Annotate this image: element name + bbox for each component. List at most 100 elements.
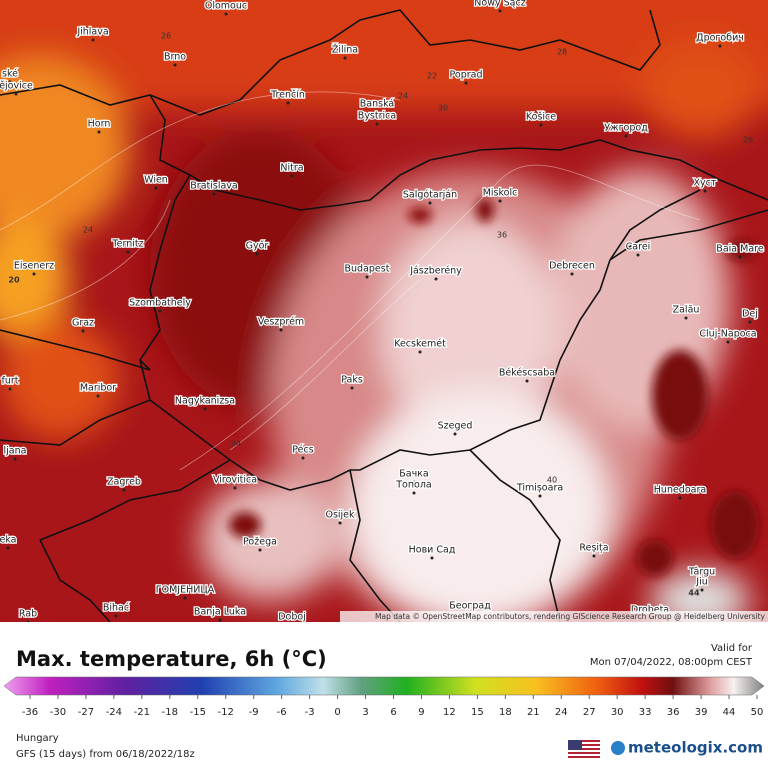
city-label: Eisenerz (14, 261, 54, 272)
city-dot (453, 432, 457, 436)
city-dot (114, 614, 118, 618)
colorbar-tick-label: 12 (443, 707, 456, 718)
city-dot (6, 546, 10, 550)
city-label: Bratislava (190, 181, 237, 192)
city-label: Žilina (332, 44, 358, 56)
city-dot (183, 596, 187, 600)
city-label: Poprad (450, 70, 483, 81)
city-label: Olomouc (205, 1, 247, 12)
city-label: Brno (164, 52, 186, 63)
contour-labels: 26 22 24 28 30 36 34 40 24 20 44 26 (8, 32, 753, 598)
colorbar-tick-label: 0 (334, 707, 340, 718)
city-dot (224, 12, 228, 16)
city-label: ljana (4, 446, 27, 457)
city-dot (624, 134, 628, 138)
attribution: Map data © OpenStreetMap contributors, r… (375, 612, 766, 621)
model: GFS (15 days) from 06/18/2022/18z (16, 749, 195, 760)
colorbar-tick-label: 27 (583, 707, 596, 718)
city-label: Rab (19, 609, 37, 620)
colorbar-tick-label: 21 (527, 707, 540, 718)
city-label: Ужгород (604, 123, 648, 134)
city-label: Banská (360, 99, 394, 110)
colorbar-tick-label: -3 (305, 707, 315, 718)
city-dot (91, 38, 95, 42)
city-dot (8, 387, 12, 391)
hot-spots (229, 198, 759, 576)
contour-label: 28 (557, 48, 567, 57)
city-label: Győr (246, 241, 269, 252)
city-label: Jiu (695, 577, 707, 588)
city-label: Košice (526, 112, 556, 123)
title: Max. temperature, 6h (°C) (16, 647, 327, 671)
city-label: Дрогобич (696, 33, 744, 44)
city-dot (636, 253, 640, 257)
city-dot (122, 488, 126, 492)
city-dot (32, 272, 36, 276)
colorbar-tick-label: -6 (277, 707, 287, 718)
city-dot (96, 394, 100, 398)
city-dot (375, 110, 379, 114)
logo (611, 741, 625, 755)
colorbar-tick-label: 44 (723, 707, 736, 718)
valid-time: Mon 07/04/2022, 08:00pm CEST (590, 657, 753, 668)
city-label: ské (2, 69, 18, 80)
colorbar-tick-label: -27 (78, 707, 94, 718)
city-dot (173, 63, 177, 67)
city-label: Salgótarján (403, 190, 457, 201)
city-dot (700, 588, 704, 592)
city-label: Horn (88, 119, 111, 130)
city-dot (700, 578, 704, 582)
contour-label: 24 (83, 226, 93, 235)
city-label: Jászberény (409, 266, 462, 277)
city-label: ějovice (0, 81, 33, 92)
city-label: Zagreb (107, 477, 141, 488)
city-dot (13, 457, 17, 461)
city-label: Timișoara (516, 483, 563, 494)
city-label: Graz (72, 318, 94, 329)
city-label: Београд (449, 601, 491, 612)
valid-label: Valid for (711, 643, 753, 654)
colorbar-tick-label: -30 (50, 707, 66, 718)
contour-label: 34 (231, 440, 241, 449)
colorbar-tick-label: -12 (218, 707, 234, 718)
city-dot (684, 316, 688, 320)
city-dot (233, 486, 237, 490)
colorbar-tick-label: -24 (106, 707, 122, 718)
city-dot (418, 350, 422, 354)
city-dot (718, 44, 722, 48)
colorbar-tick-label: -36 (22, 707, 38, 718)
city-label: Нови Сад (409, 545, 456, 556)
city-dot (158, 309, 162, 313)
contour-label: 26 (743, 136, 753, 145)
brand[interactable]: meteologix.com (628, 739, 763, 757)
city-dot (570, 272, 574, 276)
city-label: Budapest (345, 264, 390, 275)
attribution-bg (340, 611, 768, 622)
city-label: Požega (243, 537, 277, 548)
city-label: Trenčín (270, 90, 305, 101)
city-dot (290, 174, 294, 178)
city-dot (212, 192, 216, 196)
contour-label: 20 (8, 276, 20, 285)
city-dot (258, 548, 262, 552)
city-dot (375, 122, 379, 126)
colorbar-tick-label: 24 (555, 707, 568, 718)
city-label: Pécs (292, 445, 313, 456)
city-label: Dej (742, 309, 758, 320)
region: Hungary (16, 733, 59, 744)
city-label: Nitra (280, 163, 303, 174)
contour-label: 26 (161, 32, 171, 41)
city-dot (434, 277, 438, 281)
city-dot (255, 252, 259, 256)
colorbar-tick-label: 30 (611, 707, 624, 718)
colorbar-tick-label: 50 (751, 707, 764, 718)
city-label: Бачка (399, 469, 429, 480)
city-label: Ternitz (111, 239, 143, 250)
city-label: Nagykanizsa (175, 396, 235, 407)
city-label: Miskolc (483, 188, 518, 199)
city-dot (154, 186, 158, 190)
city-label: Reșița (579, 543, 608, 554)
city-dot (8, 80, 12, 84)
